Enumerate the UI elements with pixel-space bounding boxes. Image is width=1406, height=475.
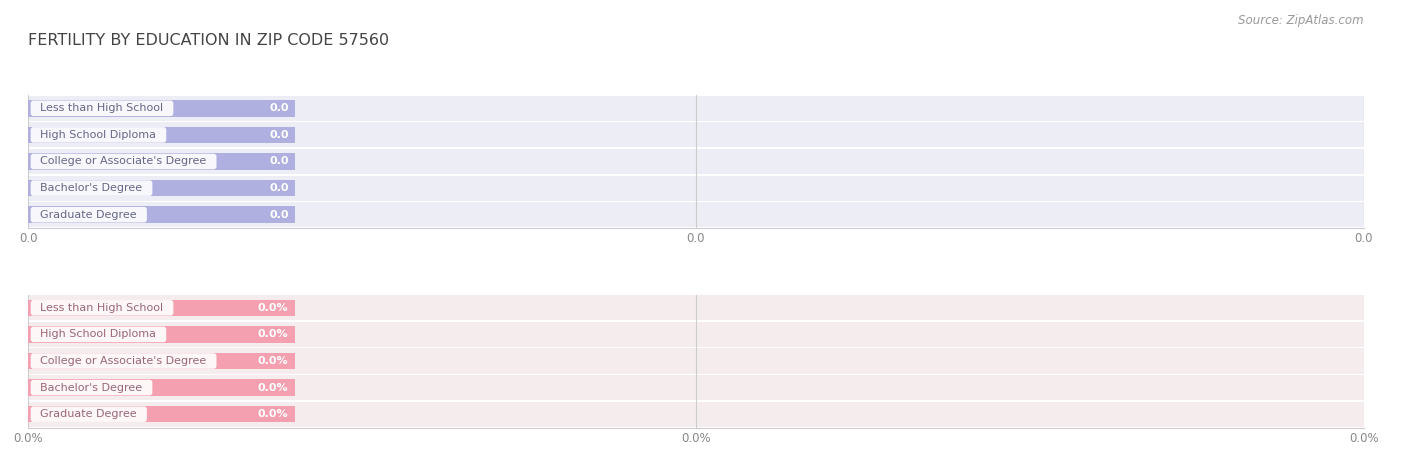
Text: 0.0: 0.0 [269, 103, 288, 114]
Bar [28, 353, 295, 369]
Text: 0.0: 0.0 [269, 183, 288, 193]
Text: FERTILITY BY EDUCATION IN ZIP CODE 57560: FERTILITY BY EDUCATION IN ZIP CODE 57560 [28, 33, 389, 48]
Bar [28, 123, 1364, 147]
Text: 0.0: 0.0 [269, 209, 288, 220]
Bar [28, 180, 295, 196]
Text: College or Associate's Degree: College or Associate's Degree [34, 356, 214, 366]
Bar [28, 375, 1364, 400]
Text: 0.0%: 0.0% [257, 329, 288, 340]
Bar [28, 402, 1364, 427]
Bar [28, 300, 295, 316]
Text: Bachelor's Degree: Bachelor's Degree [34, 382, 149, 393]
Bar [28, 96, 1364, 121]
Text: Less than High School: Less than High School [34, 303, 170, 313]
Bar [28, 153, 295, 170]
Text: College or Associate's Degree: College or Associate's Degree [34, 156, 214, 167]
Bar [28, 295, 1364, 320]
Text: Graduate Degree: Graduate Degree [34, 409, 143, 419]
Text: 0.0%: 0.0% [257, 303, 288, 313]
Text: 0.0: 0.0 [269, 130, 288, 140]
Bar [28, 127, 295, 143]
Bar [28, 380, 295, 396]
Text: Less than High School: Less than High School [34, 103, 170, 114]
Bar [28, 349, 1364, 373]
Text: Source: ZipAtlas.com: Source: ZipAtlas.com [1239, 14, 1364, 27]
Text: 0.0%: 0.0% [257, 409, 288, 419]
Bar [28, 176, 1364, 200]
Text: 0.0%: 0.0% [257, 356, 288, 366]
Bar [28, 149, 1364, 174]
Bar [28, 100, 295, 116]
Text: 0.0: 0.0 [269, 156, 288, 167]
Bar [28, 322, 1364, 347]
Text: High School Diploma: High School Diploma [34, 130, 163, 140]
Text: Graduate Degree: Graduate Degree [34, 209, 143, 220]
Text: Bachelor's Degree: Bachelor's Degree [34, 183, 149, 193]
Bar [28, 202, 1364, 227]
Text: High School Diploma: High School Diploma [34, 329, 163, 340]
Bar [28, 326, 295, 342]
Bar [28, 406, 295, 422]
Text: 0.0%: 0.0% [257, 382, 288, 393]
Bar [28, 207, 295, 223]
